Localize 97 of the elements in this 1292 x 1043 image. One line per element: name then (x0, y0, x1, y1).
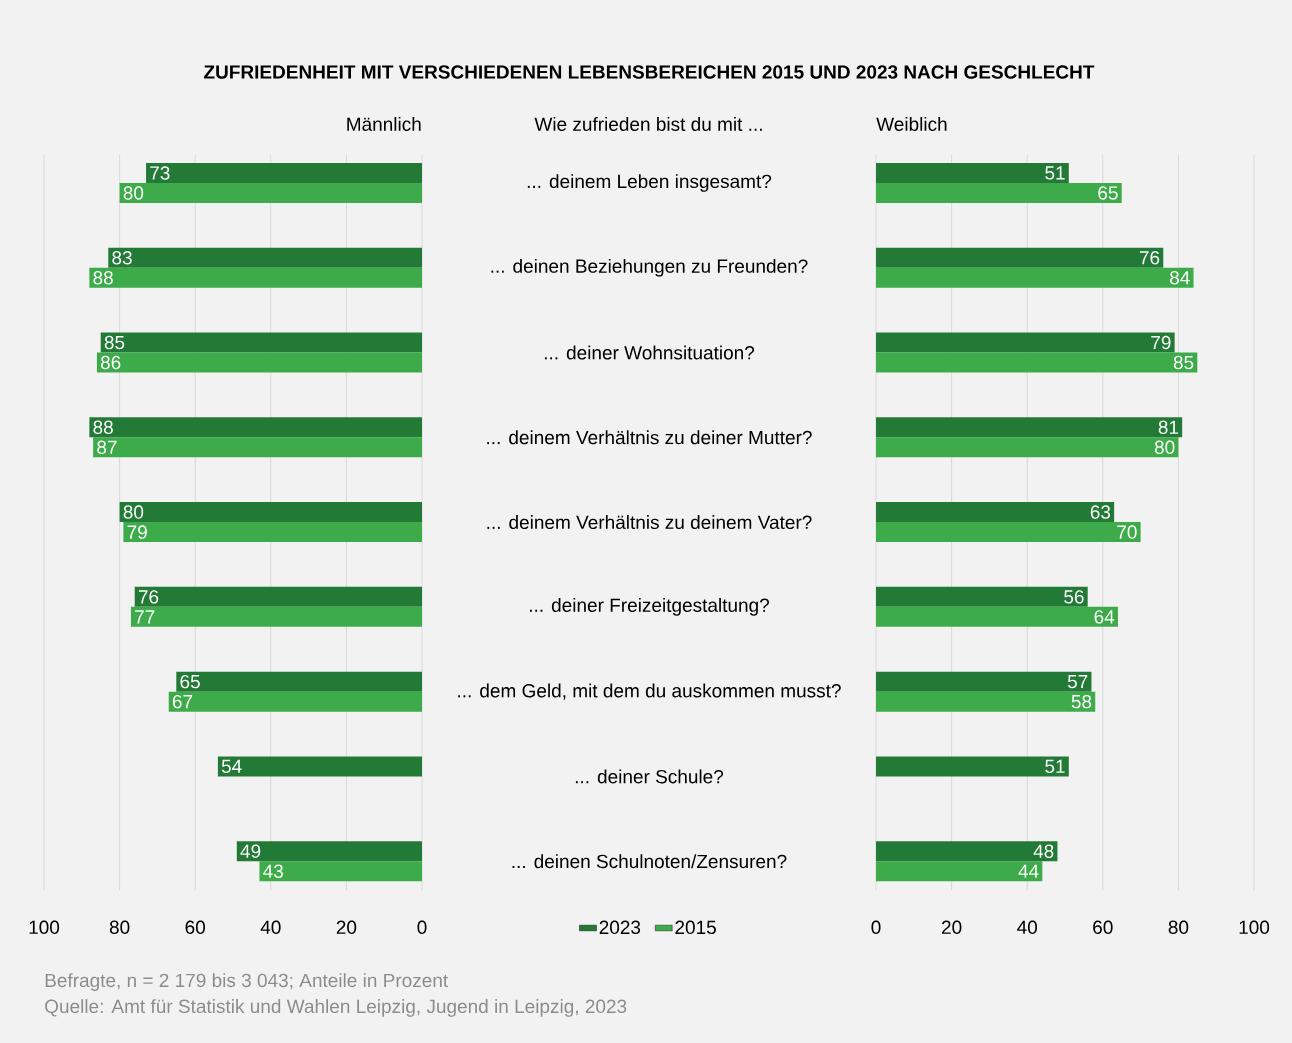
data-label: 65 (1098, 186, 1118, 200)
data-label: 85 (104, 335, 125, 350)
data-label: 85 (1173, 355, 1194, 370)
bar (876, 756, 1069, 777)
bar (146, 162, 422, 183)
bar (876, 522, 1141, 543)
y-tick-label: ... deiner Schule? (575, 769, 724, 784)
chart-title: Weiblich (876, 117, 947, 131)
data-label: 43 (263, 864, 283, 878)
x-tick-label: 20 (942, 920, 962, 934)
bar (876, 861, 1043, 882)
y-axis-title: Wie zufrieden bist du mit ... (534, 117, 762, 131)
x-tick-label: 0 (417, 920, 427, 934)
data-label: 76 (1139, 251, 1160, 265)
data-label: 73 (150, 166, 170, 180)
bar (119, 182, 422, 203)
text: Befragte, n = 2 179 bis 3 043; Anteile in Prozent (45, 973, 449, 991)
data-label: 54 (221, 759, 242, 774)
x-tick-label: 80 (109, 920, 130, 934)
data-label: 79 (1151, 335, 1171, 350)
y-tick-label: ... deinen Beziehungen zu Freunden? (491, 258, 808, 277)
y-tick-label: ... dem Geld, mit dem du auskommen musst? (458, 683, 841, 700)
bar (96, 352, 422, 373)
data-label: 58 (1071, 694, 1092, 709)
bar (876, 332, 1175, 353)
x-tick-label: 60 (185, 920, 206, 934)
data-label: 67 (172, 694, 193, 709)
bar (876, 671, 1092, 692)
data-label: 80 (1154, 440, 1175, 455)
bar (876, 267, 1194, 288)
legend-label: 2023 (599, 920, 641, 935)
bar (93, 437, 422, 458)
x-tick-label: 100 (29, 920, 60, 934)
bar (876, 502, 1115, 523)
x-tick-label: 40 (260, 920, 281, 934)
data-label: 48 (1033, 844, 1054, 858)
bar (108, 247, 422, 268)
data-label: 88 (93, 271, 113, 285)
bar (876, 417, 1183, 438)
x-tick-label: 0 (871, 920, 881, 934)
data-label: 84 (1170, 271, 1190, 285)
data-label: 86 (100, 355, 121, 370)
data-label: 64 (1094, 610, 1115, 624)
source-note: Quelle: Amt für Statistik und Wahlen Leipzig, Jugend in Leipzig, 2023 (45, 999, 627, 1017)
data-label: 70 (1117, 525, 1137, 539)
y-tick-label: ... deinem Verhältnis zu deiner Mutter? (487, 430, 812, 445)
data-label: 51 (1045, 166, 1065, 180)
bar (876, 162, 1069, 183)
bar (123, 522, 422, 543)
x-tick-label: 40 (1017, 920, 1038, 934)
bar (100, 332, 422, 353)
data-label: 57 (1067, 675, 1088, 689)
bar (876, 247, 1164, 268)
chart-subtitle: Männlich (347, 117, 421, 131)
bar (876, 691, 1096, 712)
y-tick-label: ... deinen Schulnoten/Zensuren? (512, 854, 787, 869)
bar (168, 691, 422, 712)
data-label: 44 (1018, 864, 1039, 878)
y-tick-label: ... deinem Leben insgesamt? (527, 174, 772, 192)
data-label: 81 (1158, 420, 1179, 435)
x-tick-label: 20 (336, 920, 357, 934)
x-tick-label: 100 (1239, 920, 1270, 934)
y-tick-label: ... deinem Verhältnis zu deinem Vater? (487, 515, 812, 530)
bar (89, 267, 422, 288)
bar (89, 417, 422, 438)
data-label: 83 (112, 251, 132, 265)
data-label: 49 (240, 844, 261, 858)
bar (130, 606, 422, 627)
bar (176, 671, 422, 692)
bar (236, 841, 422, 862)
bar (134, 586, 422, 607)
x-tick-label: 80 (1168, 920, 1189, 934)
data-label: 80 (123, 505, 144, 519)
data-label: 77 (135, 610, 155, 624)
data-label: 56 (1064, 590, 1084, 604)
data-label: 76 (138, 590, 159, 604)
bar (876, 606, 1118, 627)
data-label: 80 (123, 186, 144, 200)
y-tick-label: ... deiner Freizeitgestaltung? (529, 598, 770, 616)
data-label: 65 (180, 674, 200, 689)
bar (876, 352, 1198, 373)
bar (217, 756, 422, 777)
data-label: 87 (97, 440, 117, 455)
text: ZUFRIEDENHEIT MIT VERSCHIEDENEN LEBENSBEREICHEN 2015 UND 2023 NACH GESCHLECHT (204, 65, 1095, 79)
data-label: 51 (1045, 759, 1065, 774)
bar (119, 502, 422, 523)
bar (876, 586, 1088, 607)
bar (876, 841, 1058, 862)
bar (876, 182, 1122, 203)
data-label: 88 (93, 420, 113, 435)
x-tick-label: 60 (1093, 920, 1113, 934)
bar (876, 437, 1179, 458)
data-label: 79 (127, 525, 147, 539)
data-label: 63 (1090, 505, 1111, 519)
y-tick-label: ... deiner Wohnsituation? (544, 345, 755, 360)
legend-label: 2015 (675, 920, 716, 935)
bar (259, 861, 422, 882)
